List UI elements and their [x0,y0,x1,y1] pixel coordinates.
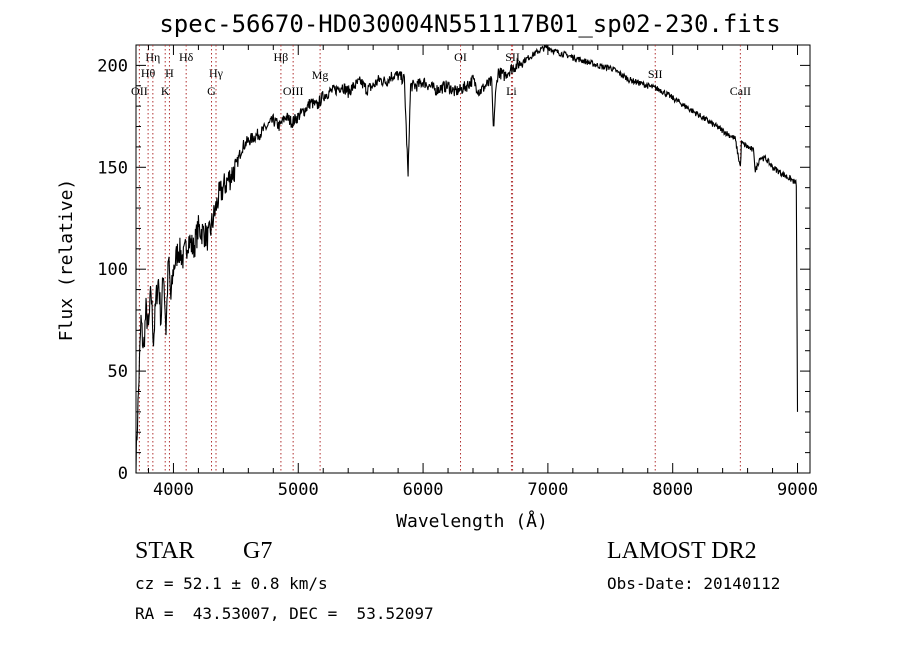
y-axis-label: Flux (relative) [56,179,77,342]
marker-low-label: CaII [730,84,751,98]
footer-class-label: STAR [135,538,195,564]
x-tick-label: 4000 [153,480,194,500]
marker-low-label: K [161,84,170,98]
y-tick-label: 200 [97,56,128,76]
x-tick-label: 6000 [403,480,444,500]
footer-survey: LAMOST DR2 [607,538,757,564]
axis-tick-labels: 4000 5000 6000 7000 8000 9000 0 50 100 150 200 [97,56,818,500]
marker-low-label: OIII [283,84,304,98]
chart-title: spec-56670-HD030004N551117B01_sp02-230.f… [159,10,780,38]
marker-top-label: Hθ [141,66,156,80]
x-tick-label: 7000 [527,480,568,500]
marker-top-label: Hη [145,50,160,64]
x-axis-label: Wavelength (Å) [396,510,548,532]
footer-subclass: G7 [243,538,273,564]
marker-top-label: SII [505,50,520,64]
y-tick-label: 150 [97,158,128,178]
footer-coordinates: RA = 43.53007, DEC = 53.52097 [135,604,434,623]
marker-top-label: H [165,66,174,80]
plot-frame [135,44,811,474]
marker-low-label: OII [131,84,148,98]
y-tick-label: 100 [97,260,128,280]
marker-top-label: SII [648,67,663,81]
marker-top-label: Hγ [209,66,224,80]
axis-ticks [136,45,810,473]
spectrum-line [135,44,799,474]
y-tick-label: 0 [118,464,128,484]
y-tick-label: 50 [108,362,128,382]
marker-top-label: Hβ [274,50,289,64]
footer-obs-date: Obs-Date: 20140112 [607,574,781,593]
marker-top-label: OI [454,50,467,64]
x-tick-label: 5000 [278,480,319,500]
marker-top-label: Mg [312,68,329,82]
footer-redshift: cz = 52.1 ± 0.8 km/s [135,574,328,593]
spectral-line-markers: Hη Hθ Hδ H Hγ Hβ Mg OI SII SII OII K G OIII Li CaII [131,45,751,473]
marker-top-label: Hδ [179,50,194,64]
x-tick-label: 9000 [777,480,818,500]
x-tick-label: 8000 [652,480,693,500]
marker-low-label: G [207,84,216,98]
marker-low-label: Li [506,84,517,98]
